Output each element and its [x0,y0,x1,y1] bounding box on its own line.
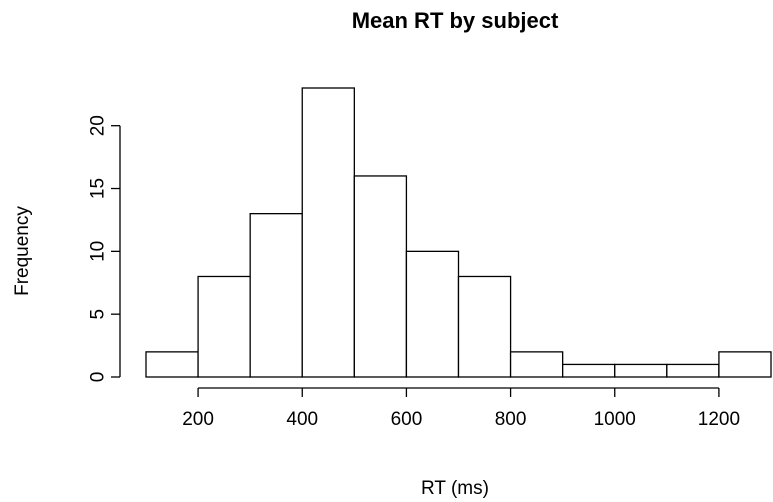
histogram-bar-10 [614,363,668,378]
histogram-bar-11 [666,363,720,378]
x-tick-label-1000: 1000 [594,409,636,430]
histogram-bar-6 [405,250,460,378]
y-axis: 0 5 10 15 20 [88,115,121,382]
histogram-bar-4 [301,87,355,378]
y-tick-label-10: 10 [88,241,109,262]
y-tick-label-15: 15 [88,178,109,199]
chart-title: Mean RT by subject [352,8,559,33]
x-axis: 200 400 600 800 1000 1200 [182,387,740,430]
histogram-bar-12 [718,351,772,378]
histogram-bar-2 [197,275,251,378]
histogram-bar-5 [353,175,408,378]
x-tick-label-400: 400 [286,409,318,430]
histogram-bar-1 [145,351,199,378]
y-tick-label-20: 20 [88,115,109,136]
y-axis-label: Frequency [12,206,33,296]
x-axis-label: RT (ms) [421,478,489,499]
x-tick-label-200: 200 [182,409,214,430]
x-tick-label-600: 600 [391,409,423,430]
histogram-bar-7 [457,275,512,378]
x-tick-label-1200: 1200 [698,409,740,430]
bars-group [145,87,772,378]
y-tick-label-5: 5 [88,309,109,320]
histogram-bar-8 [509,351,564,378]
x-tick-label-800: 800 [495,409,527,430]
y-tick-label-0: 0 [88,372,109,383]
histogram-bar-9 [562,363,616,378]
histogram-bar-3 [249,212,303,378]
